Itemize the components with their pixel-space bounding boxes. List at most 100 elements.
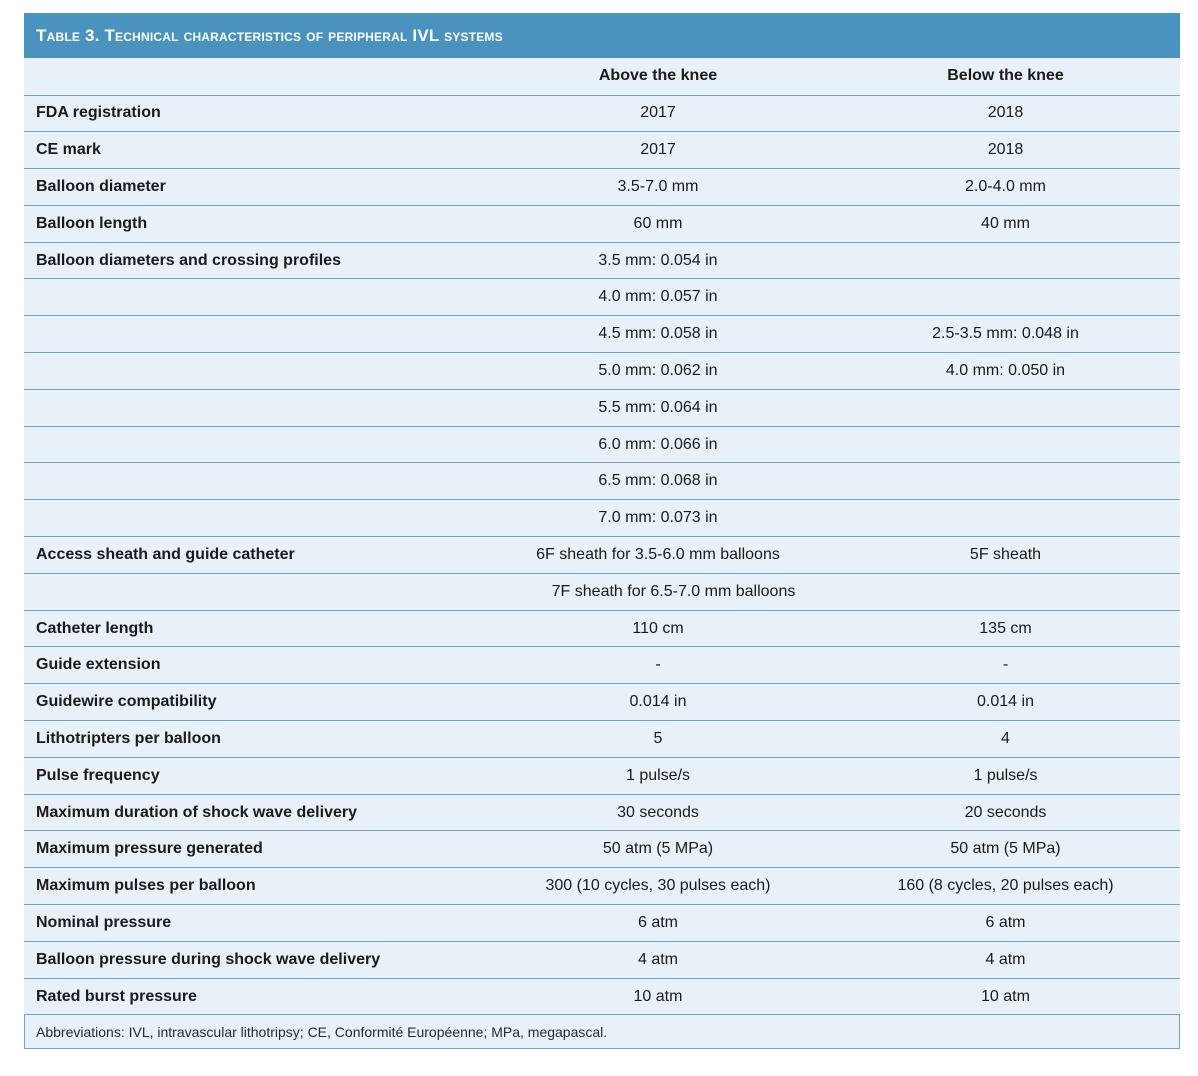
- cell-above-knee: 5.0 mm: 0.062 in: [485, 352, 831, 390]
- table-row: Pulse frequency 1 pulse/s 1 pulse/s: [24, 757, 1180, 795]
- cell-above-knee: 6 atm: [485, 904, 831, 942]
- cell-above-knee: 6.0 mm: 0.066 in: [485, 426, 831, 464]
- cell-above-knee: 3.5 mm: 0.054 in: [485, 242, 831, 280]
- cell-below-knee: [831, 278, 1180, 317]
- table-row: Catheter length 110 cm 135 cm: [24, 610, 1180, 648]
- row-label: Maximum duration of shock wave delivery: [24, 794, 485, 832]
- row-label: Pulse frequency: [24, 757, 485, 795]
- table-row: 7.0 mm: 0.073 in: [24, 499, 1180, 538]
- cell-below-knee: 10 atm: [831, 978, 1180, 1016]
- cell-below-knee: [831, 389, 1180, 427]
- table-row: 4.5 mm: 0.058 in 2.5-3.5 mm: 0.048 in: [24, 315, 1180, 354]
- header-cell-label: [24, 58, 485, 96]
- cell-below-knee: 2018: [831, 131, 1180, 170]
- table-row: FDA registration 2017 2018: [24, 95, 1180, 133]
- cell-below-knee: 50 atm (5 MPa): [831, 830, 1180, 869]
- footnote: Abbreviations: IVL, intravascular lithot…: [24, 1015, 1180, 1050]
- row-label: Balloon diameters and crossing profiles: [24, 242, 485, 280]
- cell-below-knee: 2.0-4.0 mm: [831, 168, 1180, 206]
- cell-above-knee: -: [485, 646, 831, 685]
- table-row: Guidewire compatibility 0.014 in 0.014 in: [24, 683, 1180, 722]
- row-label: [24, 315, 485, 354]
- cell-below-knee: 4 atm: [831, 941, 1180, 979]
- row-label: Nominal pressure: [24, 904, 485, 942]
- cell-above-knee: 10 atm: [485, 978, 831, 1016]
- table-row: 5.5 mm: 0.064 in: [24, 389, 1180, 427]
- row-label: Maximum pulses per balloon: [24, 867, 485, 906]
- table-title-bar: Table 3. Technical characteristics of pe…: [24, 13, 1180, 58]
- cell-above-knee: 1 pulse/s: [485, 757, 831, 795]
- cell-below-knee: 4.0 mm: 0.050 in: [831, 352, 1180, 390]
- table-row: Maximum pulses per balloon 300 (10 cycles…: [24, 867, 1180, 906]
- cell-above-knee: 5.5 mm: 0.064 in: [485, 389, 831, 427]
- cell-above-knee: 3.5-7.0 mm: [485, 168, 831, 206]
- cell-below-knee: -: [831, 646, 1180, 685]
- cell-below-knee: [831, 242, 1180, 280]
- table-row: Nominal pressure 6 atm 6 atm: [24, 904, 1180, 942]
- cell-below-knee: [831, 426, 1180, 464]
- row-label: Balloon diameter: [24, 168, 485, 206]
- cell-below-knee: 160 (8 cycles, 20 pulses each): [831, 867, 1180, 906]
- cell-above-knee: 7F sheath for 6.5-7.0 mm balloons: [485, 573, 1180, 611]
- cell-above-knee: 5: [485, 720, 831, 758]
- row-label: [24, 462, 485, 501]
- table-body: FDA registration 2017 2018 CE mark 2017 2018 B…: [24, 95, 1180, 1016]
- cell-below-knee: 2.5-3.5 mm: 0.048 in: [831, 315, 1180, 354]
- table-title: Table 3. Technical characteristics of pe…: [36, 25, 503, 45]
- header-cell-above-knee: Above the knee: [485, 58, 831, 96]
- row-label: Lithotripters per balloon: [24, 720, 485, 758]
- row-label: [24, 573, 485, 611]
- cell-above-knee: 60 mm: [485, 205, 831, 243]
- header-row: Above the knee Below the knee: [24, 58, 1180, 96]
- table-row: Rated burst pressure 10 atm 10 atm: [24, 978, 1180, 1016]
- table-row: Balloon length 60 mm 40 mm: [24, 205, 1180, 243]
- characteristics-table: Above the knee Below the knee FDA regist…: [24, 58, 1180, 1016]
- table-row: 5.0 mm: 0.062 in 4.0 mm: 0.050 in: [24, 352, 1180, 390]
- cell-below-knee: 5F sheath: [831, 536, 1180, 574]
- cell-above-knee: 6F sheath for 3.5-6.0 mm balloons: [485, 536, 831, 574]
- cell-below-knee: 20 seconds: [831, 794, 1180, 832]
- cell-below-knee: 0.014 in: [831, 683, 1180, 722]
- row-label: [24, 352, 485, 390]
- cell-below-knee: [831, 462, 1180, 501]
- table-row: Balloon pressure during shock wave deliv…: [24, 941, 1180, 979]
- cell-above-knee: 0.014 in: [485, 683, 831, 722]
- table-row: 7F sheath for 6.5-7.0 mm balloons: [24, 573, 1180, 611]
- cell-above-knee: 6.5 mm: 0.068 in: [485, 462, 831, 501]
- cell-above-knee: 2017: [485, 131, 831, 170]
- table-row: Maximum duration of shock wave delivery 3…: [24, 794, 1180, 832]
- header-cell-below-knee: Below the knee: [831, 58, 1180, 96]
- cell-below-knee: [831, 499, 1180, 538]
- table-row: Guide extension - -: [24, 646, 1180, 685]
- row-label: Guide extension: [24, 646, 485, 685]
- row-label: [24, 389, 485, 427]
- cell-above-knee: 30 seconds: [485, 794, 831, 832]
- cell-above-knee: 7.0 mm: 0.073 in: [485, 499, 831, 538]
- cell-below-knee: 6 atm: [831, 904, 1180, 942]
- row-label: Rated burst pressure: [24, 978, 485, 1016]
- row-label: Guidewire compatibility: [24, 683, 485, 722]
- cell-above-knee: 4 atm: [485, 941, 831, 979]
- table-row: 6.0 mm: 0.066 in: [24, 426, 1180, 464]
- table-row: CE mark 2017 2018: [24, 131, 1180, 170]
- table-row: Balloon diameter 3.5-7.0 mm 2.0-4.0 mm: [24, 168, 1180, 206]
- table-row: 6.5 mm: 0.068 in: [24, 462, 1180, 501]
- cell-below-knee: 4: [831, 720, 1180, 758]
- cell-above-knee: 2017: [485, 95, 831, 133]
- table-row: Balloon diameters and crossing profiles 3…: [24, 242, 1180, 280]
- cell-below-knee: 1 pulse/s: [831, 757, 1180, 795]
- table-row: Lithotripters per balloon 5 4: [24, 720, 1180, 758]
- cell-above-knee: 300 (10 cycles, 30 pulses each): [485, 867, 831, 906]
- row-label: Catheter length: [24, 610, 485, 648]
- cell-above-knee: 110 cm: [485, 610, 831, 648]
- row-label: Balloon length: [24, 205, 485, 243]
- row-label: [24, 426, 485, 464]
- row-label: [24, 278, 485, 317]
- table-row: 4.0 mm: 0.057 in: [24, 278, 1180, 317]
- row-label: Maximum pressure generated: [24, 830, 485, 869]
- table-container: Table 3. Technical characteristics of pe…: [24, 13, 1180, 1050]
- cell-below-knee: 40 mm: [831, 205, 1180, 243]
- row-label: [24, 499, 485, 538]
- cell-below-knee: 2018: [831, 95, 1180, 133]
- table-row: Maximum pressure generated 50 atm (5 MPa)…: [24, 830, 1180, 869]
